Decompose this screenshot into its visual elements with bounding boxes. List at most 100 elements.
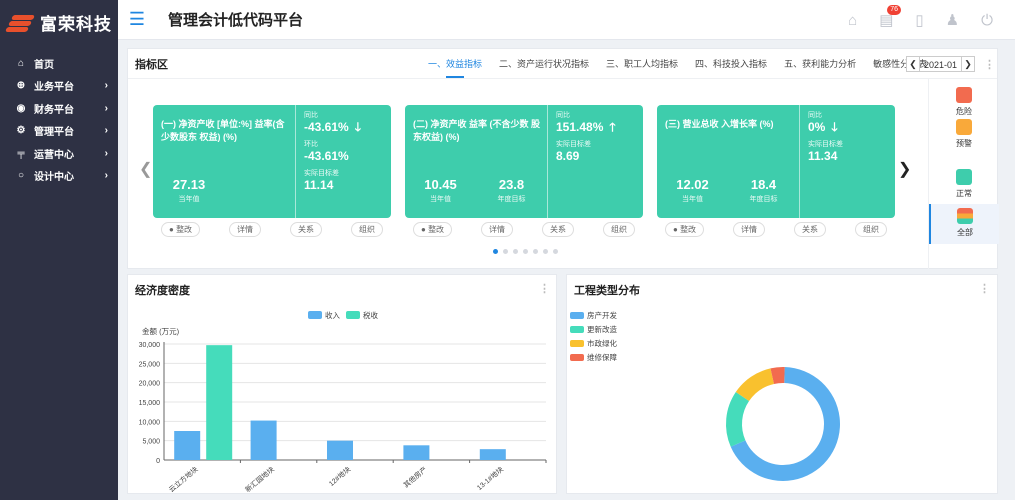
status-swatch-icon bbox=[956, 169, 972, 185]
sidebar-item-0[interactable]: ⌂ 首页 bbox=[0, 52, 118, 75]
bullet-icon: ● bbox=[169, 225, 177, 234]
kpi-value-box: 18.4 年度目标 bbox=[728, 177, 799, 204]
sidebar-item-label: 管理平台 bbox=[34, 127, 74, 139]
pie-legend-item[interactable]: 房产开发 bbox=[570, 308, 617, 322]
pie-legend-item[interactable]: 市政绿化 bbox=[570, 336, 617, 350]
pie-legend-item[interactable]: 更新改造 bbox=[570, 322, 617, 336]
carousel-dot[interactable] bbox=[543, 249, 548, 254]
tab-4[interactable]: 五、获利能力分析 bbox=[784, 59, 857, 69]
top-bar: ☰ 管理会计低代码平台 ⌂ ▤ 76 ▯ ♟ ⏻ bbox=[118, 0, 1015, 40]
kpi-card[interactable]: (一) 净资产收 [单位:%] 益率(含少数股东 权益) (%) 27.13 当年值… bbox=[153, 105, 391, 218]
y-tick-label: 0 bbox=[156, 458, 160, 465]
sidebar-item-label: 运营中心 bbox=[34, 149, 74, 161]
tab-1[interactable]: 二、资产运行状况指标 bbox=[499, 59, 590, 69]
donut-slice[interactable] bbox=[735, 368, 774, 402]
status-filter-item[interactable]: 全部 bbox=[929, 204, 999, 244]
status-label: 危险 bbox=[956, 107, 972, 116]
legend-label: 收入 bbox=[325, 310, 340, 320]
carousel-dot[interactable] bbox=[513, 249, 518, 254]
bar[interactable] bbox=[174, 431, 201, 460]
kpi-value-label: 当年值 bbox=[682, 196, 703, 203]
kpi-action-button[interactable]: ● 整改 bbox=[161, 222, 201, 237]
tab-2[interactable]: 三、职工人均指标 bbox=[606, 59, 679, 69]
sidebar-item-label: 设计中心 bbox=[34, 172, 74, 184]
legend-swatch bbox=[308, 311, 322, 319]
home-icon[interactable]: ⌂ bbox=[848, 11, 858, 29]
kpi-action-label: 整改 bbox=[680, 225, 697, 234]
kpi-action-label: 详情 bbox=[741, 225, 758, 234]
kpi-value: 23.8 bbox=[498, 177, 525, 192]
donut-slice[interactable] bbox=[730, 367, 840, 481]
kpi-action-button[interactable]: ● 整改 bbox=[413, 222, 453, 237]
tab-3[interactable]: 四、科技投入指标 bbox=[695, 59, 768, 69]
bar[interactable] bbox=[403, 445, 430, 460]
mom-label: 环比 bbox=[304, 141, 318, 148]
kpi-actions: ● 整改 详情 关系 组织 bbox=[657, 222, 895, 237]
chevron-right-icon: › bbox=[104, 102, 108, 114]
user-icon[interactable]: ♟ bbox=[945, 12, 960, 29]
kpi-action-button[interactable]: 关系 bbox=[542, 222, 574, 237]
kpi-action-button[interactable]: 组织 bbox=[854, 222, 887, 237]
globe-icon: ⊕ bbox=[16, 80, 26, 92]
kpi-card[interactable]: (二) 净资产收 益率 (不含少数 股东权益) (%) 10.45 当年值 23.8 年… bbox=[405, 105, 643, 218]
bar[interactable] bbox=[327, 440, 353, 460]
kpi-value: 10.45 bbox=[424, 177, 457, 192]
chevron-right-icon: › bbox=[104, 125, 108, 137]
carousel-dot[interactable] bbox=[553, 249, 558, 254]
donut-slice[interactable] bbox=[726, 392, 750, 447]
mobile-icon[interactable]: ▯ bbox=[915, 12, 924, 29]
kpi-action-button[interactable]: ● 整改 bbox=[665, 222, 705, 237]
page-title: 管理会计低代码平台 bbox=[168, 12, 304, 29]
sidebar-item-4[interactable]: ╤ 运营中心 › bbox=[0, 142, 118, 165]
economy-more-icon[interactable]: ⋮ bbox=[539, 283, 550, 295]
kpi-action-button[interactable]: 组织 bbox=[350, 222, 383, 237]
hamburger-menu-icon[interactable]: ☰ bbox=[128, 9, 146, 29]
kpi-action-button[interactable]: 关系 bbox=[290, 222, 322, 237]
kpi-value-label: 年度目标 bbox=[749, 196, 778, 203]
status-filter-item[interactable]: 危险 bbox=[929, 87, 999, 117]
sidebar-item-1[interactable]: ⊕ 业务平台 › bbox=[0, 75, 118, 98]
yoy-label: 同比 bbox=[304, 112, 318, 119]
tab-5[interactable]: 敏感性分析表 bbox=[873, 59, 928, 69]
kpi-action-button[interactable]: 详情 bbox=[733, 222, 766, 237]
power-icon[interactable]: ⏻ bbox=[981, 11, 993, 29]
finance-icon: ◉ bbox=[16, 102, 26, 114]
carousel-dot[interactable] bbox=[523, 249, 528, 254]
brand-logo[interactable]: 富荣科技 bbox=[0, 0, 118, 44]
sidebar-item-3[interactable]: ⚙ 管理平台 › bbox=[0, 120, 118, 143]
carousel-dot[interactable] bbox=[533, 249, 538, 254]
kpi-action-button[interactable]: 详情 bbox=[481, 222, 514, 237]
sidebar-item-2[interactable]: ◉ 财务平台 › bbox=[0, 97, 118, 120]
kpi-title: (三) 营业总收 入增长率 (%) bbox=[665, 119, 774, 129]
sidebar: 富荣科技 ⌂ 首页 ⊕ 业务平台 › ◉ 财务平台 › ⚙ 管理平台 › ╤ 运营中心 › ○ 设计中心 › bbox=[0, 0, 118, 500]
kpi-action-button[interactable]: 详情 bbox=[229, 222, 262, 237]
sidebar-menu: ⌂ 首页 ⊕ 业务平台 › ◉ 财务平台 › ⚙ 管理平台 › ╤ 运营中心 › ○ 设计中心 › bbox=[0, 52, 118, 187]
engineering-more-icon[interactable]: ⋮ bbox=[979, 283, 990, 295]
pie-legend-item[interactable]: 维修保障 bbox=[570, 350, 617, 364]
notification-icon[interactable]: ▤ 76 bbox=[879, 5, 902, 29]
status-filter-item[interactable]: 预警 bbox=[929, 119, 999, 149]
sidebar-item-5[interactable]: ○ 设计中心 › bbox=[0, 165, 118, 188]
donut-slice[interactable] bbox=[770, 367, 785, 385]
kpi-value-label: 当年值 bbox=[430, 196, 451, 203]
kpi-action-button[interactable]: 关系 bbox=[794, 222, 826, 237]
tab-0[interactable]: 一、效益指标 bbox=[428, 49, 482, 79]
yoy-value: -43.61% bbox=[304, 120, 349, 134]
date-prev-button[interactable]: ❮ bbox=[906, 56, 920, 72]
chevron-right-icon: › bbox=[104, 147, 108, 159]
carousel-dot[interactable] bbox=[493, 249, 498, 254]
status-swatch-icon bbox=[956, 87, 972, 103]
yoy-row: 151.48% 🡑 bbox=[556, 120, 643, 135]
date-next-button[interactable]: ❯ bbox=[961, 56, 976, 72]
bar[interactable] bbox=[479, 449, 506, 460]
bar[interactable] bbox=[250, 420, 277, 460]
indicator-more-icon[interactable]: ⋮ bbox=[984, 59, 995, 71]
status-filter-item[interactable]: 正常 bbox=[929, 169, 999, 199]
bar[interactable] bbox=[206, 345, 233, 460]
kpi-value: 18.4 bbox=[750, 177, 777, 192]
carousel-dot[interactable] bbox=[503, 249, 508, 254]
carousel-next-icon[interactable]: ❯ bbox=[898, 161, 912, 178]
kpi-action-button[interactable]: 组织 bbox=[602, 222, 635, 237]
carousel-prev-icon[interactable]: ❮ bbox=[139, 161, 153, 178]
kpi-card[interactable]: (三) 营业总收 入增长率 (%) 12.02 当年值 18.4 年度目标 同比 0% 🡓 实际… bbox=[657, 105, 895, 218]
